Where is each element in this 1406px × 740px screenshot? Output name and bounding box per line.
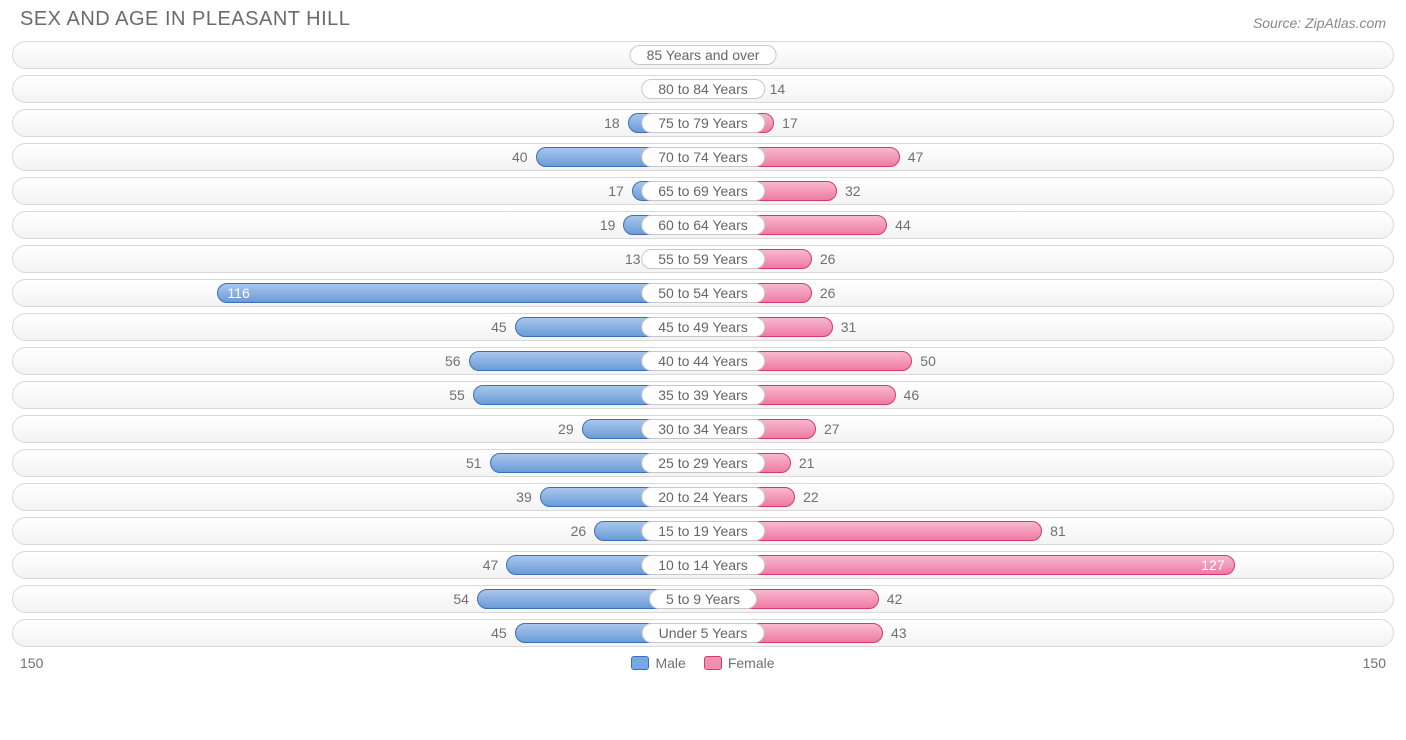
female-value: 22: [803, 484, 819, 512]
pyramid-row: 39 22 20 to 24 Years: [12, 483, 1394, 511]
age-group-label: 40 to 44 Years: [641, 351, 765, 371]
male-value: 45: [491, 314, 507, 342]
female-value: 46: [904, 382, 920, 410]
age-group-label: 85 Years and over: [630, 45, 777, 65]
male-value: 26: [571, 518, 587, 546]
age-group-label: 45 to 49 Years: [641, 317, 765, 337]
male-value: 55: [449, 382, 465, 410]
female-value: 42: [887, 586, 903, 614]
female-value: 47: [908, 144, 924, 172]
male-value: 19: [600, 212, 616, 240]
axis-max-right: 150: [1363, 655, 1386, 671]
female-value: 43: [891, 620, 907, 648]
age-group-label: 65 to 69 Years: [641, 181, 765, 201]
female-value: 81: [1050, 518, 1066, 546]
age-group-label: 15 to 19 Years: [641, 521, 765, 541]
pyramid-row: 8985 Years and over: [12, 41, 1394, 69]
female-value: 26: [820, 246, 836, 274]
female-value: 44: [895, 212, 911, 240]
legend-swatch-male: [631, 656, 649, 670]
female-value: 31: [841, 314, 857, 342]
age-group-label: 60 to 64 Years: [641, 215, 765, 235]
male-value: 13: [625, 246, 641, 274]
population-pyramid-chart: 8985 Years and over 71480 to 84 Years 18 17…: [12, 41, 1394, 647]
female-value: 26: [820, 280, 836, 308]
female-value: 21: [799, 450, 815, 478]
age-group-label: 20 to 24 Years: [641, 487, 765, 507]
pyramid-row: 54 42 5 to 9 Years: [12, 585, 1394, 613]
pyramid-row: 116 26 50 to 54 Years: [12, 279, 1394, 307]
female-value: 32: [845, 178, 861, 206]
pyramid-row: 13 26 55 to 59 Years: [12, 245, 1394, 273]
male-value: 54: [453, 586, 469, 614]
pyramid-row: 56 50 40 to 44 Years: [12, 347, 1394, 375]
pyramid-row: 19 44 60 to 64 Years: [12, 211, 1394, 239]
pyramid-row: 45 31 45 to 49 Years: [12, 313, 1394, 341]
female-value: 127: [1201, 552, 1224, 580]
age-group-label: 5 to 9 Years: [649, 589, 757, 609]
female-bar: [703, 555, 1235, 575]
male-value: 18: [604, 110, 620, 138]
pyramid-row: 40 47 70 to 74 Years: [12, 143, 1394, 171]
legend-male: Male: [631, 655, 685, 671]
chart-footer: 150 Male Female 150: [12, 653, 1394, 671]
age-group-label: 75 to 79 Years: [641, 113, 765, 133]
age-group-label: 10 to 14 Years: [641, 555, 765, 575]
male-value: 47: [483, 552, 499, 580]
legend-swatch-female: [704, 656, 722, 670]
age-group-label: Under 5 Years: [642, 623, 765, 643]
male-bar: [217, 283, 703, 303]
age-group-label: 80 to 84 Years: [641, 79, 765, 99]
chart-header: SEX AND AGE IN PLEASANT HILL Source: Zip…: [12, 4, 1394, 41]
age-group-label: 50 to 54 Years: [641, 283, 765, 303]
pyramid-row: 45 43 Under 5 Years: [12, 619, 1394, 647]
pyramid-row: 26 81 15 to 19 Years: [12, 517, 1394, 545]
male-value: 29: [558, 416, 574, 444]
female-value: 27: [824, 416, 840, 444]
pyramid-row: 71480 to 84 Years: [12, 75, 1394, 103]
age-group-label: 55 to 59 Years: [641, 249, 765, 269]
male-value: 56: [445, 348, 461, 376]
chart-source: Source: ZipAtlas.com: [1253, 15, 1386, 31]
male-value: 40: [512, 144, 528, 172]
male-value: 51: [466, 450, 482, 478]
pyramid-row: 55 46 35 to 39 Years: [12, 381, 1394, 409]
pyramid-row: 18 17 75 to 79 Years: [12, 109, 1394, 137]
age-group-label: 30 to 34 Years: [641, 419, 765, 439]
age-group-label: 25 to 29 Years: [641, 453, 765, 473]
female-value: 17: [782, 110, 798, 138]
axis-max-left: 150: [20, 655, 43, 671]
legend-label-male: Male: [655, 655, 685, 671]
female-value: 14: [770, 76, 786, 104]
chart-title: SEX AND AGE IN PLEASANT HILL: [20, 8, 350, 31]
legend-label-female: Female: [728, 655, 775, 671]
male-value: 17: [608, 178, 624, 206]
male-value: 39: [516, 484, 532, 512]
male-value: 45: [491, 620, 507, 648]
male-value: 116: [227, 280, 249, 308]
legend: Male Female: [43, 655, 1362, 671]
pyramid-row: 47 127 10 to 14 Years: [12, 551, 1394, 579]
age-group-label: 70 to 74 Years: [641, 147, 765, 167]
pyramid-row: 29 27 30 to 34 Years: [12, 415, 1394, 443]
pyramid-row: 51 21 25 to 29 Years: [12, 449, 1394, 477]
pyramid-row: 17 32 65 to 69 Years: [12, 177, 1394, 205]
legend-female: Female: [704, 655, 775, 671]
female-value: 50: [920, 348, 936, 376]
age-group-label: 35 to 39 Years: [641, 385, 765, 405]
